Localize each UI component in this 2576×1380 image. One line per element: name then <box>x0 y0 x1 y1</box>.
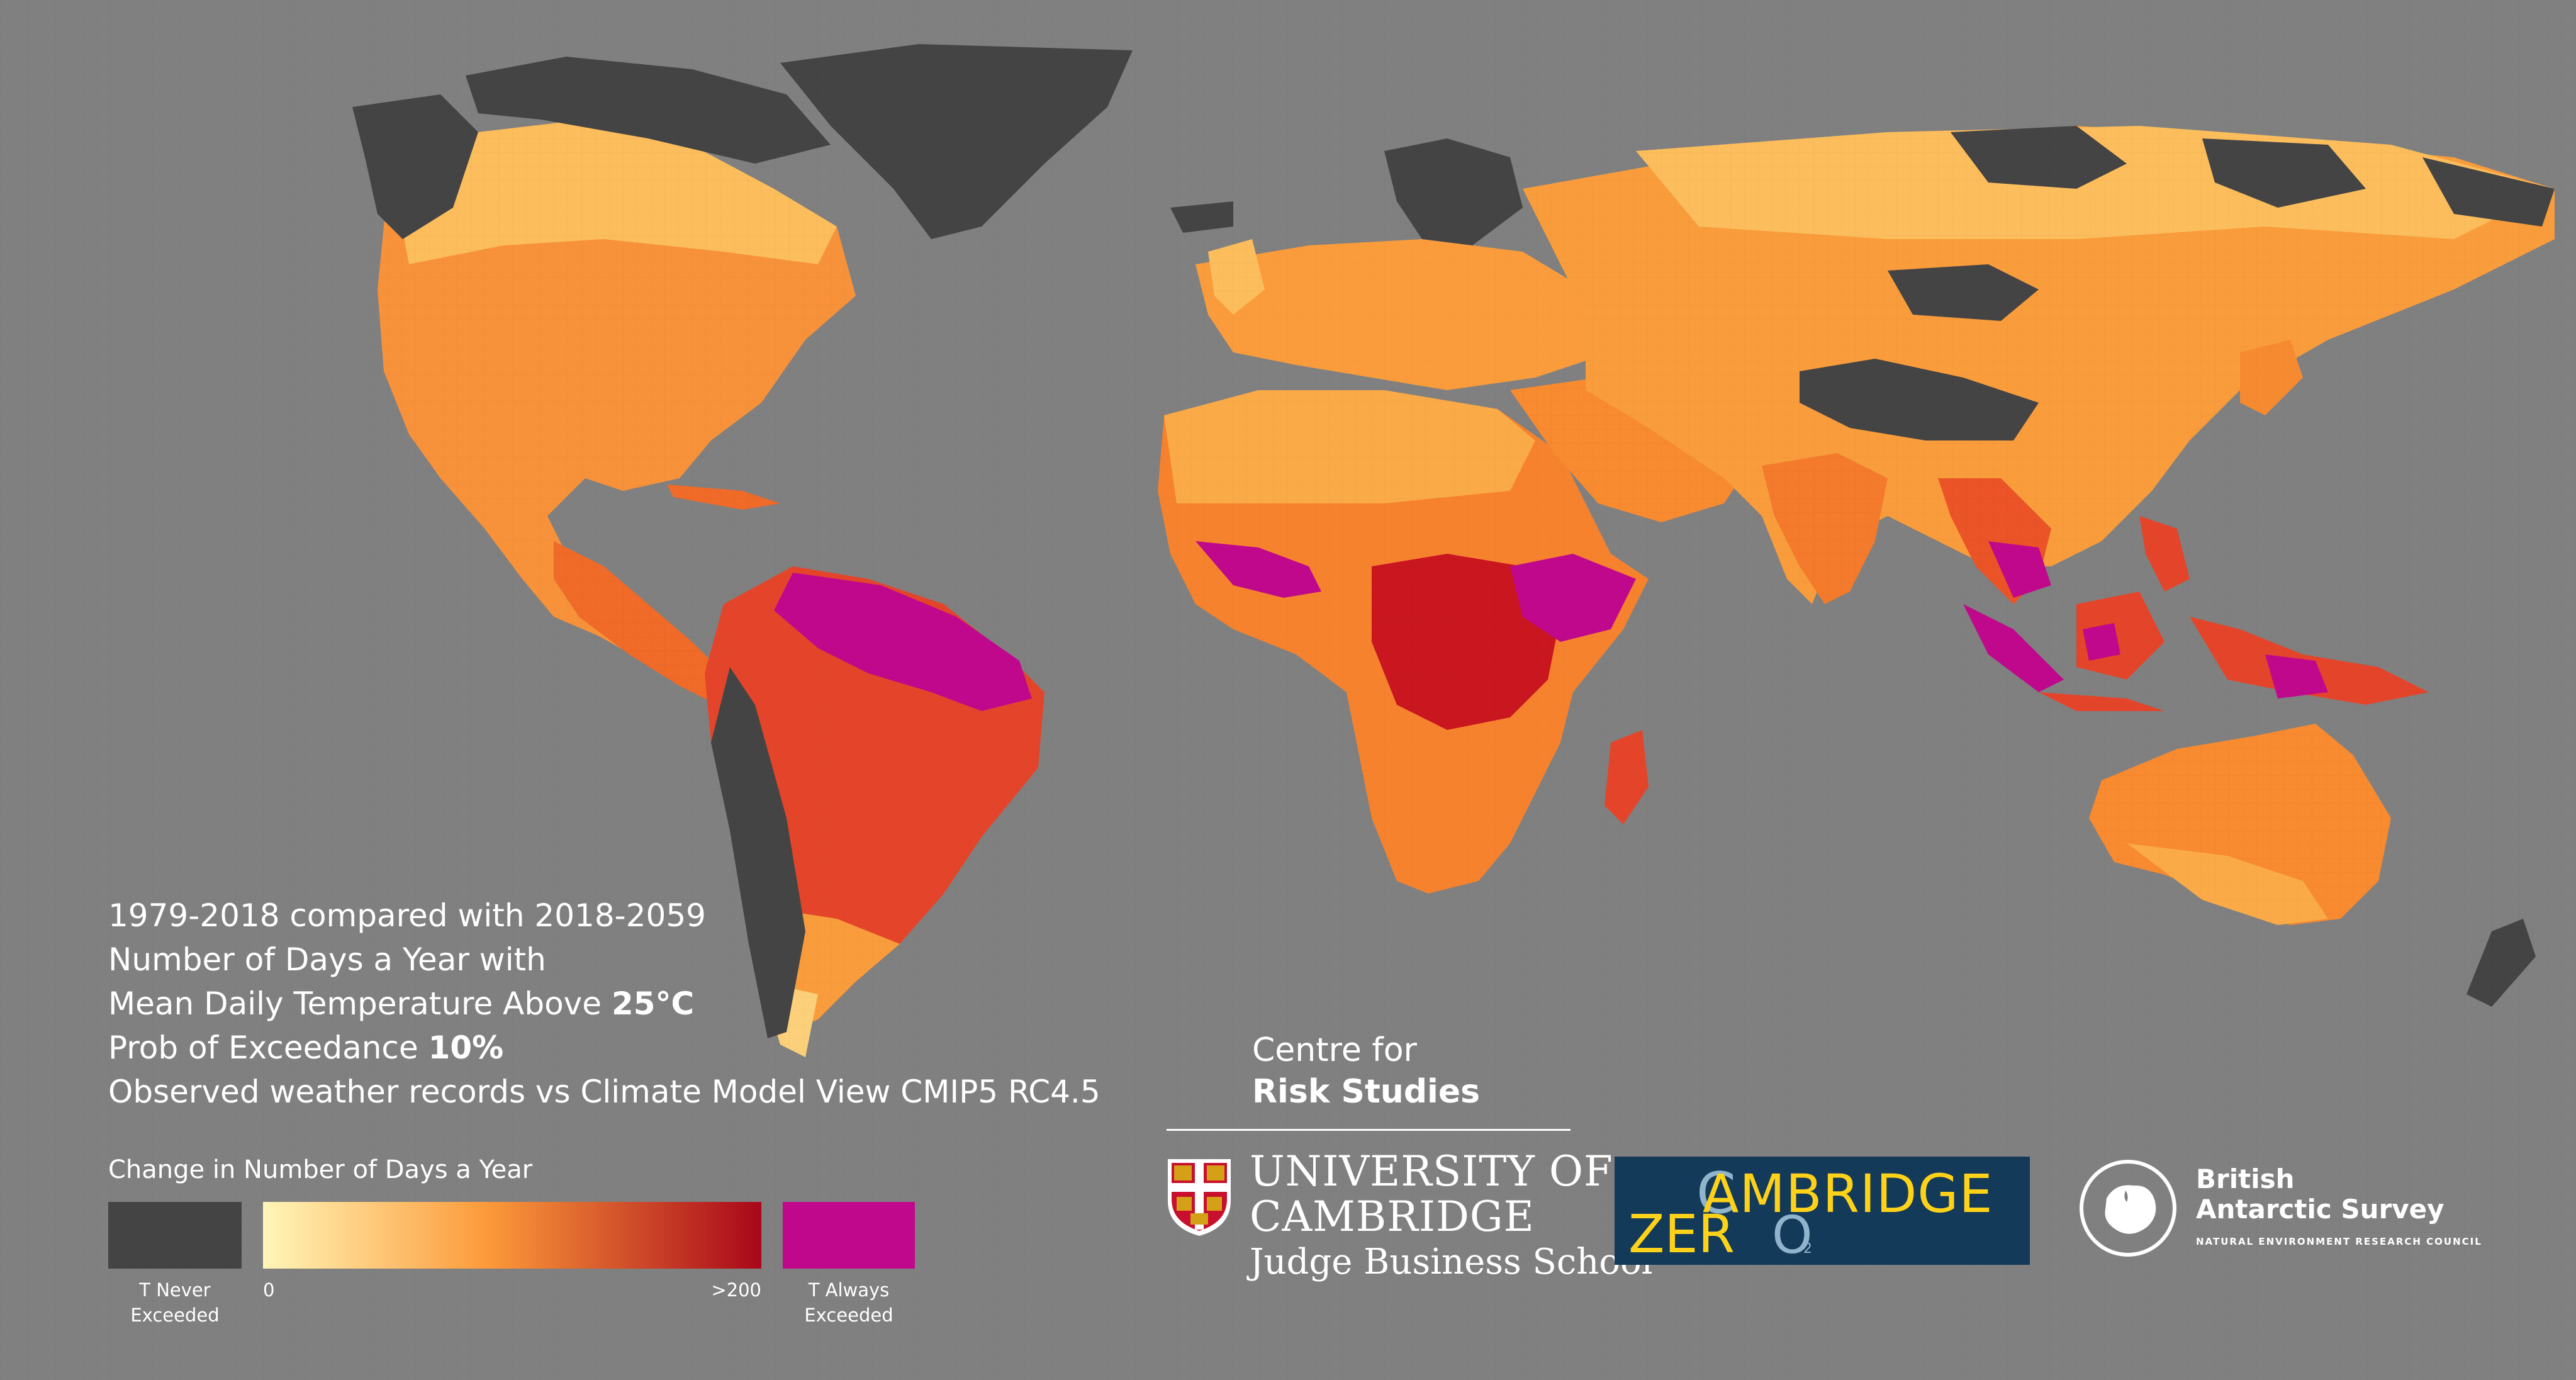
cambridge-crest-icon <box>1168 1159 1231 1236</box>
crs-line-2: Risk Studies <box>1252 1073 1481 1111</box>
legend-label-min: 0 <box>263 1279 275 1301</box>
legend-label-always: T Always Exceeded <box>804 1279 893 1326</box>
legend-swatch-always-exceeded <box>783 1202 915 1269</box>
bas-globe-icon <box>2080 1160 2176 1257</box>
cambridge-judge-logo: UNIVERSITY OF CAMBRIDGE Judge Business S… <box>1250 1149 1653 1285</box>
caption-line-4: Prob of Exceedance 10% <box>108 1029 504 1066</box>
uc-line-1: UNIVERSITY OF <box>1250 1147 1613 1196</box>
bas-line-2: Antarctic Survey <box>2196 1194 2444 1225</box>
cambridge-zero-logo: C AMBRIDGE ZER O 2 <box>1615 1157 2030 1265</box>
caption-line-3: Mean Daily Temperature Above 25°C <box>108 985 695 1022</box>
zero-zer-text: ZER <box>1628 1203 1735 1265</box>
exceedance-probability: 10% <box>428 1029 504 1066</box>
temperature-threshold: 25°C <box>611 985 695 1022</box>
bas-line-1: British <box>2196 1164 2295 1194</box>
zero-cambridge-text: AMBRIDGE <box>1703 1163 1993 1225</box>
legend-title: Change in Number of Days a Year <box>108 1155 533 1184</box>
uc-line-2: CAMBRIDGE <box>1250 1192 1535 1241</box>
bas-line-3: NATURAL ENVIRONMENT RESEARCH COUNCIL <box>2196 1236 2482 1247</box>
uc-line-3: Judge Business School <box>1250 1242 1653 1282</box>
zero-c: C <box>1696 1160 1736 1226</box>
zero-o-text: O <box>1772 1206 1813 1265</box>
legend-label-max: >200 <box>711 1279 761 1301</box>
caption-line-2: Number of Days a Year with <box>108 941 546 978</box>
crs-line-1: Centre for <box>1252 1031 1417 1069</box>
legend-swatch-never-exceeded <box>108 1202 242 1269</box>
legend-gradient-bar <box>263 1202 761 1269</box>
caption-line-1: 1979-2018 compared with 2018-2059 <box>108 897 706 934</box>
bas-logo: British Antarctic Survey NATURAL ENVIRON… <box>2196 1164 2482 1248</box>
zero-subscript: 2 <box>1803 1241 1812 1257</box>
caption-line-5: Observed weather records vs Climate Mode… <box>108 1074 1100 1110</box>
map-caption: 1979-2018 compared with 2018-2059 Number… <box>108 894 1100 1114</box>
logo-divider <box>1167 1129 1571 1131</box>
crs-logo: Centre for Risk Studies <box>1252 1029 1480 1113</box>
legend-label-never: T Never Exceeded <box>130 1279 220 1326</box>
